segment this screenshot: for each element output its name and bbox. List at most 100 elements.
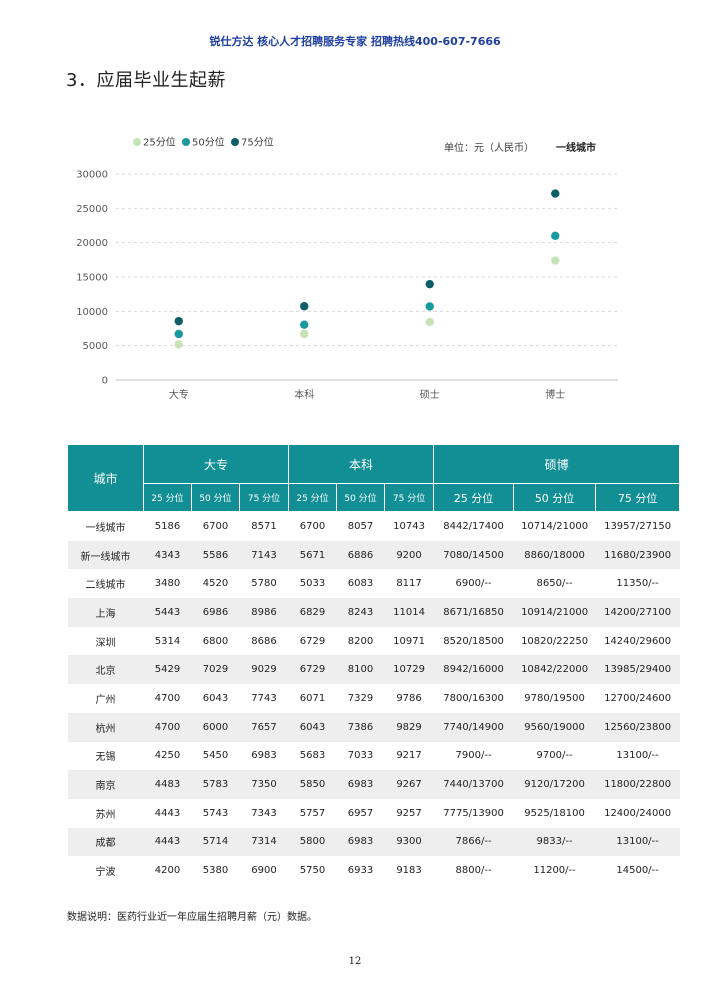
point-75分位-硕士 <box>425 279 434 289</box>
city-cell: 上海 <box>67 598 144 627</box>
y-tick-label: 5000 <box>83 341 108 352</box>
salary-cell: 5780 <box>239 569 289 599</box>
city-cell: 无锡 <box>67 741 144 771</box>
salary-cell: 7350 <box>239 770 289 799</box>
y-tick-label: 20000 <box>76 238 108 249</box>
sub-header: 75 分位 <box>384 483 435 512</box>
salary-cell: 13100/-- <box>595 741 680 771</box>
salary-cell: 9200 <box>384 540 434 570</box>
table-row: 无锡 4250 5450 6983 5683 7033 9217 7900/-- 9700/--… <box>67 741 680 771</box>
salary-cell: 6043 <box>191 684 240 713</box>
legend-label: 50分位 <box>192 136 225 149</box>
salary-cell: 9300 <box>384 827 434 857</box>
salary-cell: 13985/29400 <box>595 655 680 685</box>
section-title: 3．应届毕业生起薪 <box>66 70 226 91</box>
salary-table-wrap: 城市 大专 本科 硕博 25 分位 50 分位 75 分位 25 分位 50 分… <box>67 444 681 885</box>
salary-cell: 14200/27100 <box>595 598 680 627</box>
salary-cell: 7029 <box>191 655 240 685</box>
page-number: 12 <box>348 956 362 967</box>
salary-cell: 7440/13700 <box>433 770 514 799</box>
table-row: 宁波 4200 5380 6900 5750 6933 9183 8800/-- 11200/-… <box>67 856 680 885</box>
salary-cell: 9786 <box>384 684 434 713</box>
table-row: 二线城市 3480 4520 5780 5033 6083 8117 6900/-- 8650/… <box>67 569 680 599</box>
salary-cell: 6957 <box>336 798 385 828</box>
x-tick-label: 博士 <box>545 388 565 401</box>
point-25分位-本科 <box>300 329 309 339</box>
salary-cell: 6800 <box>191 626 240 656</box>
salary-cell: 8571 <box>239 511 289 541</box>
city-cell: 杭州 <box>67 712 144 742</box>
salary-cell: 5800 <box>288 827 337 857</box>
salary-cell: 7866/-- <box>433 827 514 857</box>
chart-subtitle: 一线城市 <box>556 141 596 154</box>
salary-cell: 8200 <box>336 626 385 656</box>
salary-cell: 7143 <box>239 540 289 570</box>
y-tick-label: 10000 <box>76 307 108 318</box>
salary-cell: 4443 <box>143 798 192 828</box>
sub-header: 25 分位 <box>143 483 192 512</box>
city-cell: 广州 <box>67 684 144 713</box>
salary-cell: 4250 <box>143 741 192 771</box>
salary-cell: 6983 <box>239 741 289 771</box>
salary-cell: 9257 <box>384 798 434 828</box>
table-row: 杭州 4700 6000 7657 6043 7386 9829 7740/14900 9560… <box>67 712 680 742</box>
salary-cell: 6700 <box>288 511 337 541</box>
salary-cell: 5450 <box>191 741 240 771</box>
salary-cell: 8057 <box>336 511 385 541</box>
salary-cell: 4200 <box>143 856 192 885</box>
salary-cell: 10729 <box>384 655 434 685</box>
salary-cell: 6983 <box>336 827 385 857</box>
city-cell: 新一线城市 <box>67 540 144 570</box>
salary-cell: 7033 <box>336 741 385 771</box>
salary-cell: 4700 <box>143 684 192 713</box>
city-cell: 苏州 <box>67 798 144 828</box>
salary-cell: 8243 <box>336 598 385 627</box>
salary-cell: 5314 <box>143 626 192 656</box>
table-row: 南京 4483 5783 7350 5850 6983 9267 7440/13700 9120… <box>67 770 680 799</box>
legend-marker <box>182 138 190 146</box>
salary-cell: 8100 <box>336 655 385 685</box>
salary-cell: 9829 <box>384 712 434 742</box>
salary-cell: 9560/19000 <box>513 712 596 742</box>
point-25分位-博士 <box>551 256 560 265</box>
city-cell: 深圳 <box>67 626 144 656</box>
salary-cell: 12400/24000 <box>595 798 680 828</box>
salary-cell: 7743 <box>239 684 289 713</box>
salary-cell: 5850 <box>288 770 337 799</box>
x-tick-label: 硕士 <box>420 388 440 401</box>
salary-cell: 7657 <box>239 712 289 742</box>
y-tick-label: 25000 <box>76 204 108 215</box>
salary-cell: 12560/23800 <box>595 712 680 742</box>
salary-cell: 11800/22800 <box>595 770 680 799</box>
salary-chart: 0 5000 10000 15000 20000 25000 30000 大专 本科 硕士 博士 25… <box>76 136 618 401</box>
point-75分位-大专 <box>174 316 183 326</box>
salary-cell: 6000 <box>191 712 240 742</box>
unit-label: 单位：元（人民币） <box>444 141 534 154</box>
salary-cell: 8442/17400 <box>433 511 514 541</box>
y-tick-label: 0 <box>102 376 108 387</box>
salary-cell: 5429 <box>143 655 192 685</box>
salary-cell: 8117 <box>384 569 434 599</box>
legend-marker <box>231 138 239 146</box>
salary-cell: 5750 <box>288 856 337 885</box>
sub-header: 50 分位 <box>191 483 240 512</box>
legend-label: 75分位 <box>241 136 274 149</box>
salary-cell: 7386 <box>336 712 385 742</box>
salary-cell: 7800/16300 <box>433 684 514 713</box>
salary-cell: 4483 <box>143 770 192 799</box>
salary-cell: 11350/-- <box>595 569 680 599</box>
group-header-shuobo: 硕博 <box>433 444 681 484</box>
table-row: 苏州 4443 5743 7343 5757 6957 9257 7775/13900 9525… <box>67 798 680 828</box>
salary-cell: 7080/14500 <box>433 540 514 570</box>
salary-cell: 10914/21000 <box>513 598 596 627</box>
table-row: 上海 5443 6986 8986 6829 8243 11014 8671/16850 109… <box>67 598 680 627</box>
city-cell: 北京 <box>67 655 144 685</box>
salary-cell: 6700 <box>191 511 240 541</box>
point-25分位-大专 <box>174 340 183 349</box>
salary-cell: 8671/16850 <box>433 598 514 627</box>
page-header: 锐仕方达 核心人才招聘服务专家 招聘热线400-607-7666 <box>209 35 501 48</box>
salary-cell: 5380 <box>191 856 240 885</box>
salary-cell: 10714/21000 <box>513 511 596 541</box>
salary-cell: 5186 <box>143 511 192 541</box>
salary-cell: 7343 <box>239 798 289 828</box>
